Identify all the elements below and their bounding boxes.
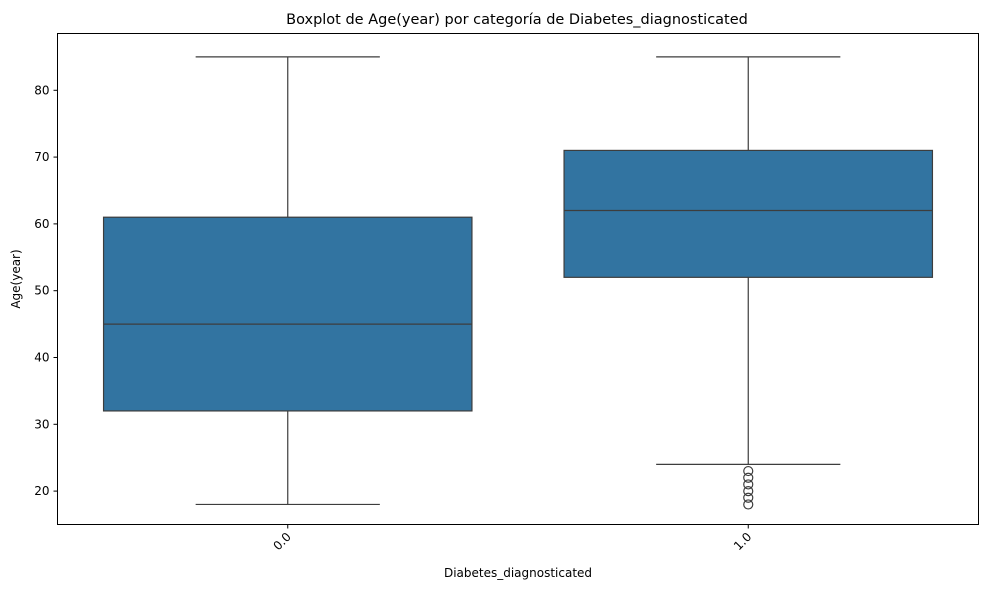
outlier-point <box>743 465 754 477</box>
x-axis-label: Diabetes_diagnosticated <box>444 566 592 580</box>
y-tick-label: 30 <box>34 417 49 431</box>
box-series <box>102 56 934 510</box>
outlier-point <box>743 472 754 483</box>
outlier-point <box>743 499 754 510</box>
y-axis-label: Age(year) <box>9 249 23 308</box>
outlier-point <box>743 492 754 503</box>
y-axis: 20 30 40 50 60 70 80 <box>34 83 58 498</box>
plot-area-frame <box>57 33 979 525</box>
y-tick-label: 60 <box>34 217 49 231</box>
y-tick-label: 20 <box>34 484 49 498</box>
x-axis: 0.0 1.0 <box>270 524 754 553</box>
y-tick-label: 80 <box>34 83 49 97</box>
y-tick-label: 40 <box>34 350 49 364</box>
x-tick-label: 0.0 <box>270 530 293 553</box>
outlier-point <box>743 485 754 497</box>
iqr-box <box>563 149 934 278</box>
outlier-point <box>743 479 754 490</box>
box-1.0 <box>563 56 934 510</box>
y-tick-label: 50 <box>34 284 49 298</box>
x-tick-label: 1.0 <box>731 530 754 553</box>
box-0.0 <box>102 56 473 506</box>
chart-title: Boxplot de Age(year) por categoría de Di… <box>286 12 748 28</box>
iqr-box <box>102 216 473 412</box>
y-tick-label: 70 <box>34 150 49 164</box>
